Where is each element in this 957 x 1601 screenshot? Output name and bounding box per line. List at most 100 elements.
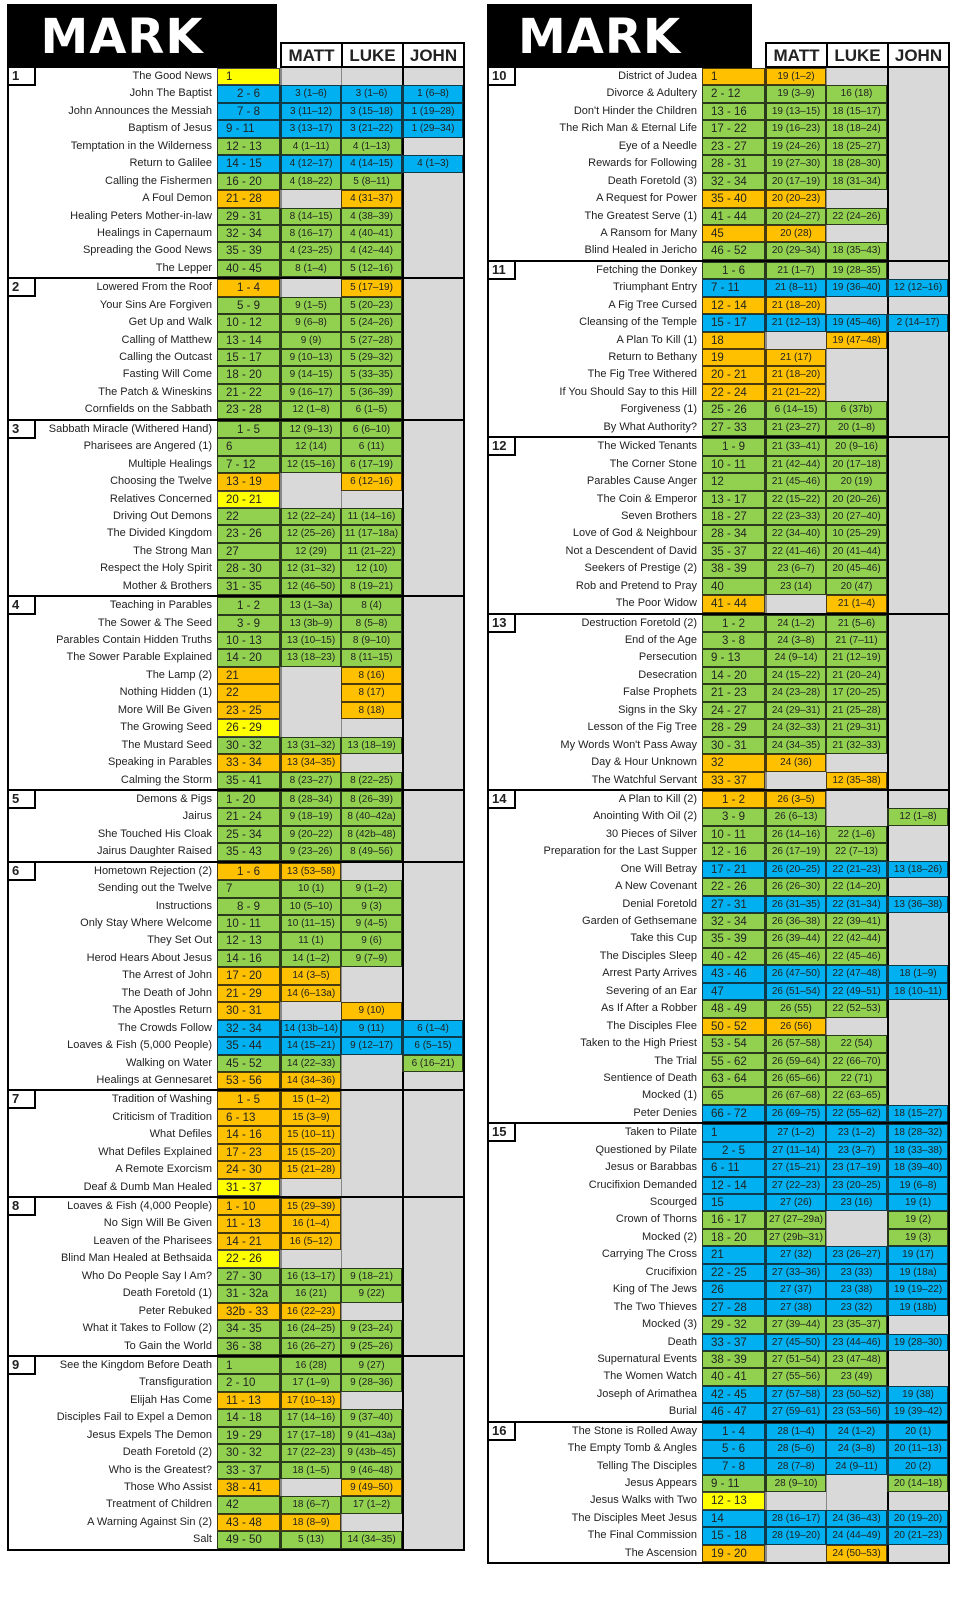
john-reference-cell [402,1496,463,1514]
john-reference-cell [887,947,948,966]
event-title: The Apostles Return [112,1004,212,1017]
matt-reference-cell: 23 (6–7) [765,560,826,578]
john-reference-cell: 18 (15–27) [887,1104,948,1123]
matt-reference-cell [280,68,341,86]
matt-reference-cell: 12 (46–50) [280,577,341,596]
mark-verses-cell: 12 - 13 [217,137,280,156]
john-reference-cell [402,949,463,968]
mark-verses-cell: 9 - 13 [702,649,765,667]
john-reference-cell [887,296,948,315]
event-title: A New Covenant [615,880,697,893]
john-reference-cell [887,614,948,632]
book-title: MARK [487,4,752,68]
matt-reference-cell: 24 (15–22) [765,666,826,685]
chapter-section: 9 See the Kingdom Before Death 1 16 (28) 9 (… [9,1354,463,1549]
matt-reference-cell: 13 (1–3a) [280,597,341,615]
john-reference-cell [887,190,948,208]
event-title: Mocked (1) [641,1089,697,1102]
luke-reference-cell: 23 (26–27) [826,1246,887,1264]
luke-reference-cell [826,68,887,86]
table-row: The Wicked Tenants 1 - 9 21 (33–41) 20 (9–1… [489,438,948,456]
mark-verses-cell: 30 - 31 [702,736,765,755]
mark-verses-cell: 15 - 17 [217,349,280,367]
john-reference-cell [402,507,463,526]
matt-reference-cell: 16 (1–4) [280,1215,341,1233]
table-row: Supernatural Events 38 - 39 27 (51–54) 23 (… [489,1350,948,1369]
john-reference-cell [887,349,948,367]
mark-verses-cell: 1 - 2 [702,790,765,809]
matt-reference-cell: 9 (10–13) [280,349,341,367]
john-reference-cell [402,1391,463,1410]
event-title: The Ascension [624,1546,697,1559]
event-title: Your Sins Are Forgiven [99,298,212,311]
luke-reference-cell: 23 (32) [826,1298,887,1317]
matt-reference-cell: 14 (3–5) [280,967,341,985]
matt-reference-cell: 12 (29) [280,542,341,561]
john-reference-cell: 4 (1–3) [402,155,463,173]
john-reference-cell [402,259,463,278]
mark-verses-cell: 3 - 9 [702,808,765,826]
john-reference-cell: 18 (10–11) [887,982,948,1001]
matt-reference-cell: 24 (1–2) [765,614,826,632]
john-reference-cell [887,1087,948,1105]
matt-reference-cell: 24 (29–31) [765,701,826,720]
luke-reference-cell: 23 (35–37) [826,1316,887,1334]
john-reference-cell [887,1544,948,1563]
table-row: Signs in the Sky 24 - 27 24 (29–31) 21 (25–… [489,701,948,720]
table-row: Scourged 15 27 (26) 23 (16) 19 (1) [489,1194,948,1212]
mark-verses-cell: 65 [702,1087,765,1105]
john-reference-cell [402,279,463,297]
event-title: Death Foretold (2) [122,1446,212,1459]
table-row: Only Stay Where Welcome 10 - 11 10 (11–15)… [9,915,463,933]
matt-reference-cell: 16 (26–27) [280,1337,341,1355]
event-title: The Crowds Follow [117,1021,212,1034]
event-title: Parables Contain Hidden Truths [56,634,212,646]
luke-reference-cell: 22 (66–70) [826,1052,887,1070]
matt-reference-cell: 21 (21–22) [765,383,826,402]
mark-verses-cell: 11 - 13 [217,1391,280,1410]
mark-verses-cell: 30 - 31 [217,1002,280,1020]
mark-verses-cell: 24 - 30 [217,1161,280,1179]
luke-reference-cell: 6 (37b) [826,401,887,419]
matt-reference-cell: 21 (8–11) [765,279,826,297]
table-row: Walking on Water 45 - 52 14 (22–33) 6 (16–2… [9,1054,463,1072]
table-row: What Defiles Explained 17 - 23 15 (15–20) [9,1143,463,1162]
mark-verses-cell: 12 [702,473,765,491]
chapter-number: 14 [489,790,516,809]
luke-reference-cell: 23 (1–2) [826,1124,887,1142]
john-reference-cell [887,1052,948,1070]
mark-verses-cell: 2 - 10 [217,1374,280,1392]
table-row: A Request for Power 35 - 40 20 (20–23) [489,190,948,208]
luke-reference-cell [826,383,887,402]
john-reference-cell: 20 (2) [887,1457,948,1475]
mark-verses-cell: 18 - 27 [702,507,765,526]
luke-reference-cell: 4 (40–41) [341,224,402,243]
luke-reference-cell [341,1143,402,1162]
chapter-section: 15 Taken to Pilate 1 27 (1–2) 23 (1–2) 18 (28… [489,1122,948,1421]
table-row: Temptation in the Wilderness 12 - 13 4 (1–… [9,137,463,156]
table-row: By What Authority? 27 - 33 21 (23–27) 20 (1… [489,418,948,437]
table-row: Parables Cause Anger 12 21 (45–46) 20 (19) [489,473,948,491]
mark-verses-cell: 35 - 37 [702,542,765,561]
john-reference-cell [887,261,948,280]
table-row: The Death of John 21 - 29 14 (6–13a) [9,984,463,1003]
mark-verses-cell: 34 - 35 [217,1320,280,1338]
mark-verses-cell: 10 - 12 [217,314,280,332]
luke-reference-cell [341,1232,402,1251]
matt-reference-cell [765,1544,826,1563]
table-row: Desecration 14 - 20 24 (15–22) 21 (20–24) [489,666,948,685]
chapter-section: 7 Tradition of Washing 1 - 5 15 (1–2) Critic… [9,1089,463,1196]
mark-verses-cell: 5 - 6 [702,1440,765,1458]
luke-reference-cell: 3 (21–22) [341,120,402,138]
john-reference-cell [402,632,463,650]
luke-reference-cell: 9 (25–26) [341,1337,402,1355]
matt-reference-cell: 26 (55) [765,1000,826,1018]
event-title: District of Judea [618,70,697,82]
luke-reference-cell: 22 (14–20) [826,878,887,896]
table-row: The Mustard Seed 30 - 32 13 (31–32) 13 (18–… [9,736,463,755]
event-title: Mocked (3) [641,1318,697,1331]
luke-reference-cell: 22 (39–41) [826,913,887,931]
table-row: Rob and Pretend to Pray 40 23 (14) 20 (47) [489,577,948,596]
table-row: The Stone is Rolled Away 1 - 4 28 (1–4) 24 … [489,1422,948,1441]
